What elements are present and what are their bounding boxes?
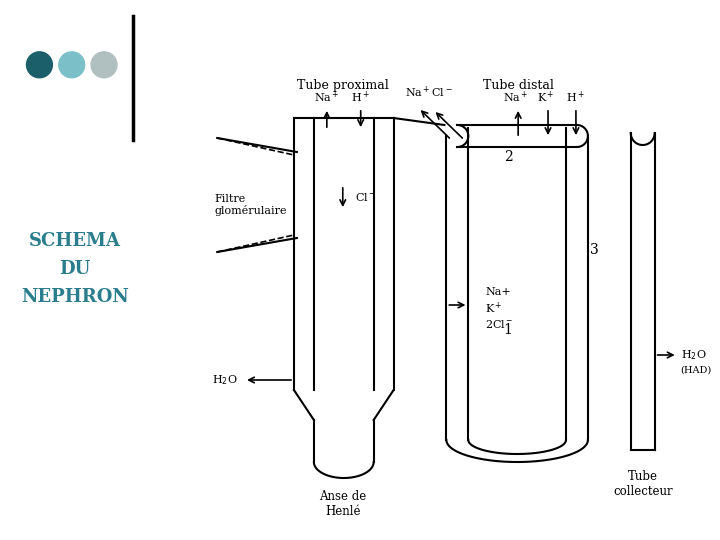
Text: Filtre
glomérulaire: Filtre glomérulaire [215, 194, 287, 217]
Text: H$_2$O: H$_2$O [680, 348, 706, 362]
Text: NEPHRON: NEPHRON [22, 288, 130, 306]
Text: Na$^+$Cl$^-$: Na$^+$Cl$^-$ [405, 85, 452, 100]
Text: Anse de
Henlé: Anse de Henlé [319, 490, 366, 518]
Text: Cl$^-$: Cl$^-$ [355, 191, 376, 203]
Circle shape [27, 52, 53, 78]
Text: 1: 1 [504, 323, 513, 337]
Text: SCHEMA: SCHEMA [30, 232, 122, 250]
Text: Na$^+$: Na$^+$ [503, 90, 529, 105]
Text: 2Cl$^-$: 2Cl$^-$ [485, 318, 513, 330]
Text: H$^+$: H$^+$ [567, 90, 585, 105]
Text: 3: 3 [590, 243, 599, 257]
Text: 2: 2 [504, 150, 513, 164]
Circle shape [91, 52, 117, 78]
Circle shape [59, 52, 85, 78]
Text: Tube distal: Tube distal [482, 79, 554, 92]
Text: H$^+$: H$^+$ [351, 90, 370, 105]
Text: (HAD): (HAD) [680, 366, 712, 375]
Text: Na$^+$: Na$^+$ [314, 90, 340, 105]
Text: K$^+$: K$^+$ [537, 90, 555, 105]
Text: Tube
collecteur: Tube collecteur [613, 470, 672, 498]
Text: Tube proximal: Tube proximal [297, 79, 389, 92]
Text: Na+: Na+ [485, 287, 511, 297]
Text: DU: DU [60, 260, 91, 278]
Text: H$_2$O: H$_2$O [212, 373, 237, 387]
Text: K$^+$: K$^+$ [485, 300, 503, 316]
